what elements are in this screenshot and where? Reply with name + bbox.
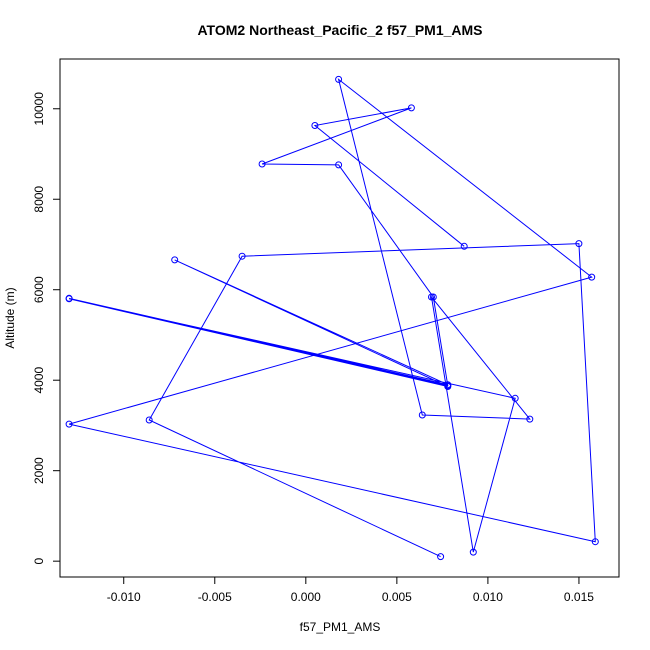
y-tick-label: 4000 (32, 367, 46, 394)
data-point (335, 161, 343, 169)
x-tick-label: -0.010 (107, 590, 141, 604)
data-point (311, 122, 319, 129)
y-tick-label: 6000 (32, 276, 46, 303)
data-point (238, 252, 246, 260)
data-point (258, 160, 266, 168)
data-point (145, 416, 153, 424)
y-tick-label: 8000 (32, 186, 46, 213)
data-point (65, 294, 73, 302)
series-line (68, 78, 596, 558)
y-axis: 0 2000 4000 6000 8000 10000 (32, 92, 60, 565)
data-point (65, 420, 73, 428)
data-point (407, 104, 415, 112)
x-tick-label: 0.000 (291, 590, 321, 604)
data-point (588, 273, 596, 281)
y-tick-label: 2000 (32, 457, 46, 484)
x-tick-label: 0.015 (564, 590, 594, 604)
data-point (469, 548, 477, 556)
data-point (444, 382, 452, 390)
plot-frame (59, 58, 620, 578)
x-tick-label: 0.010 (473, 590, 503, 604)
chart-title: ATOM2 Northeast_Pacific_2 f57_PM1_AMS (197, 22, 482, 38)
y-tick-label: 0 (32, 558, 46, 565)
x-tick-label: 0.005 (382, 590, 412, 604)
data-point (460, 242, 468, 250)
data-point (429, 293, 437, 301)
x-tick-label: -0.005 (198, 590, 232, 604)
series-layer (65, 75, 599, 561)
y-tick-label: 10000 (32, 92, 46, 126)
data-point (591, 538, 599, 546)
data-point (418, 411, 426, 419)
data-point (575, 240, 583, 248)
data-point (335, 75, 343, 83)
y-axis-label: Altitude (m) (3, 287, 17, 348)
data-point (171, 256, 179, 264)
x-axis: -0.010 -0.005 0.000 0.005 0.010 0.015 (107, 577, 594, 604)
data-point (526, 415, 534, 423)
x-axis-label: f57_PM1_AMS (300, 620, 381, 634)
data-point (511, 394, 519, 402)
data-point (437, 553, 445, 561)
